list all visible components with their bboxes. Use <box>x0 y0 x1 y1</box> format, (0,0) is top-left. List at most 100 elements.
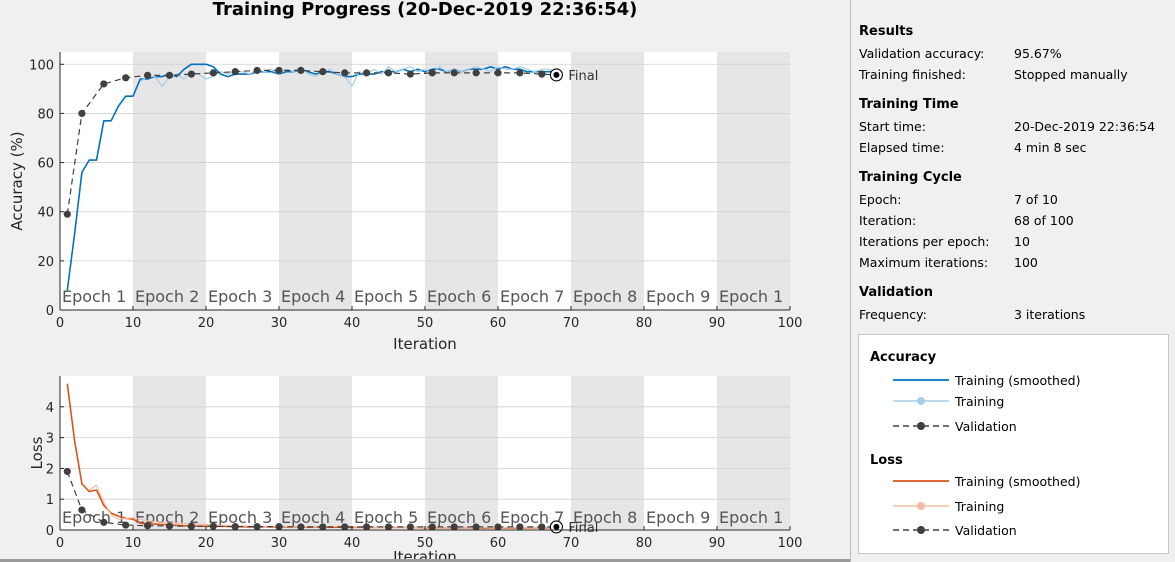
legend-acc-training-swatch <box>893 397 949 405</box>
loss-epoch-label-3: Epoch 3 <box>208 508 272 527</box>
acc-epoch-label-10: Epoch 1 <box>719 287 783 306</box>
loss-validation-point-4 <box>122 521 130 529</box>
loss-epoch-shade-2 <box>133 376 206 530</box>
loss-x-tick-label-70: 70 <box>563 536 580 551</box>
frequency-label: Frequency: <box>859 307 927 322</box>
loss-epoch-shade-4 <box>279 376 352 530</box>
acc-y-tick-label-0: 0 <box>46 304 54 319</box>
legend-acc-validation-swatch <box>893 422 949 430</box>
legend-loss-training-swatch <box>893 502 949 510</box>
loss-validation-point-16 <box>384 523 393 531</box>
loss-x-tick-label-80: 80 <box>636 536 653 551</box>
acc-validation-point-9 <box>231 68 239 76</box>
acc-validation-point-13 <box>319 68 327 76</box>
acc-x-tick-label-90: 90 <box>709 316 726 331</box>
legend-accuracy-title: Accuracy <box>870 350 937 365</box>
loss-validation-point-13 <box>319 523 327 531</box>
loss-y-tick-label-4: 4 <box>46 401 54 416</box>
epoch-label: Epoch: <box>859 192 902 207</box>
legend-acc-training-label: Training <box>955 394 1005 409</box>
loss-validation-point-22 <box>516 523 524 531</box>
loss-validation-point-19 <box>450 523 458 531</box>
loss-y-tick-label-1: 1 <box>46 493 54 508</box>
acc-epoch-label-9: Epoch 9 <box>646 287 710 306</box>
loss-y-tick-label-0: 0 <box>46 524 54 539</box>
loss-validation-point-1 <box>63 467 71 476</box>
acc-y-tick-label-20: 20 <box>37 255 54 270</box>
loss-validation-point-14 <box>341 523 349 531</box>
loss-validation-point-6 <box>165 522 174 530</box>
acc-validation-point-14 <box>341 69 349 77</box>
loss-axes: Epoch 1 Epoch 2 Epoch 3 Epoch 4 Epoch 5 Epoch… <box>28 376 802 562</box>
loss-final-marker-dot <box>553 523 560 530</box>
accuracy-axes: Epoch 1 Epoch 2 Epoch 3 Epoch 4 Epoch 5 Epoch… <box>8 52 802 353</box>
loss-validation-point-5 <box>144 522 152 530</box>
iterations-per-epoch-label: Iterations per epoch: <box>859 234 990 249</box>
loss-epoch-label-4: Epoch 4 <box>281 508 345 527</box>
acc-y-tick-label-80: 80 <box>37 107 54 122</box>
loss-x-tick-label-40: 40 <box>344 536 361 551</box>
acc-validation-point-2 <box>78 109 86 118</box>
acc-epoch-label-7: Epoch 7 <box>500 287 564 306</box>
acc-final-marker-dot <box>553 71 560 78</box>
elapsed-time-value: 4 min 8 sec <box>1014 140 1087 155</box>
legend-loss-title: Loss <box>870 453 903 468</box>
training-cycle-title: Training Cycle <box>859 170 962 185</box>
loss-validation-point-3 <box>100 518 108 526</box>
acc-x-tick-label-80: 80 <box>636 316 653 331</box>
validation-title: Validation <box>859 285 933 300</box>
acc-validation-point-18 <box>428 69 436 77</box>
acc-x-tick-label-40: 40 <box>344 316 361 331</box>
iterations-per-epoch-value: 10 <box>1014 234 1030 249</box>
maximum-iterations-value: 100 <box>1014 255 1038 270</box>
acc-validation-point-20 <box>472 69 480 77</box>
acc-validation-point-22 <box>516 69 524 77</box>
acc-y-tick-label-40: 40 <box>37 206 54 221</box>
acc-x-tick-label-70: 70 <box>563 316 580 331</box>
legend-loss-validation-label: Validation <box>955 523 1017 538</box>
loss-epoch-label-2: Epoch 2 <box>135 508 199 527</box>
acc-training-line <box>139 66 557 87</box>
loss-validation-point-8 <box>209 522 217 530</box>
acc-x-tick-label-10: 10 <box>125 316 142 331</box>
info-panel: Results Validation accuracy: 95.67% Trai… <box>852 0 1175 562</box>
acc-x-tick-label-20: 20 <box>198 316 215 331</box>
acc-validation-point-1 <box>63 210 71 218</box>
legend-acc-validation-label: Validation <box>955 419 1017 434</box>
loss-epoch-label-10: Epoch 1 <box>719 508 783 527</box>
acc-validation-point-12 <box>297 66 305 75</box>
acc-x-tick-label-60: 60 <box>490 316 507 331</box>
iteration-label: Iteration: <box>859 213 917 228</box>
acc-y-axis-label: Accuracy (%) <box>8 131 26 230</box>
acc-validation-point-6 <box>165 71 174 79</box>
loss-x-tick-label-100: 100 <box>778 536 803 551</box>
acc-validation-point-23 <box>538 70 546 78</box>
acc-y-tick-label-100: 100 <box>29 58 54 73</box>
acc-epoch-shade-4 <box>279 52 352 310</box>
scroll-edge <box>0 559 850 562</box>
loss-x-tick-label-60: 60 <box>490 536 507 551</box>
loss-validation-point-23 <box>538 523 546 531</box>
loss-validation-point-18 <box>428 523 436 531</box>
legend-loss-validation-swatch <box>893 526 949 534</box>
training-progress-plots: Training Progress (20-Dec-2019 22:36:54)… <box>8 0 802 562</box>
iteration-value: 68 of 100 <box>1014 213 1074 228</box>
acc-validation-point-16 <box>384 69 393 77</box>
acc-validation-point-10 <box>253 66 261 75</box>
legend-loss-smoothed-swatch <box>893 480 949 482</box>
maximum-iterations-label: Maximum iterations: <box>859 255 989 270</box>
acc-validation-point-15 <box>363 69 371 77</box>
loss-epoch-label-5: Epoch 5 <box>354 508 418 527</box>
loss-epoch-label-6: Epoch 6 <box>427 508 491 527</box>
start-time-label: Start time: <box>859 119 926 134</box>
loss-final-label: Final <box>568 521 598 536</box>
elapsed-time-label: Elapsed time: <box>859 140 945 155</box>
legend-box: Accuracy Training (smoothed) Training Va… <box>858 334 1169 554</box>
loss-x-tick-label-10: 10 <box>125 536 142 551</box>
acc-x-tick-label-100: 100 <box>778 316 803 331</box>
loss-epoch-label-7: Epoch 7 <box>500 508 564 527</box>
loss-epoch-shade-6 <box>425 376 498 530</box>
loss-x-tick-label-90: 90 <box>709 536 726 551</box>
loss-epoch-label-9: Epoch 9 <box>646 508 710 527</box>
loss-epoch-shade-10 <box>717 376 790 530</box>
